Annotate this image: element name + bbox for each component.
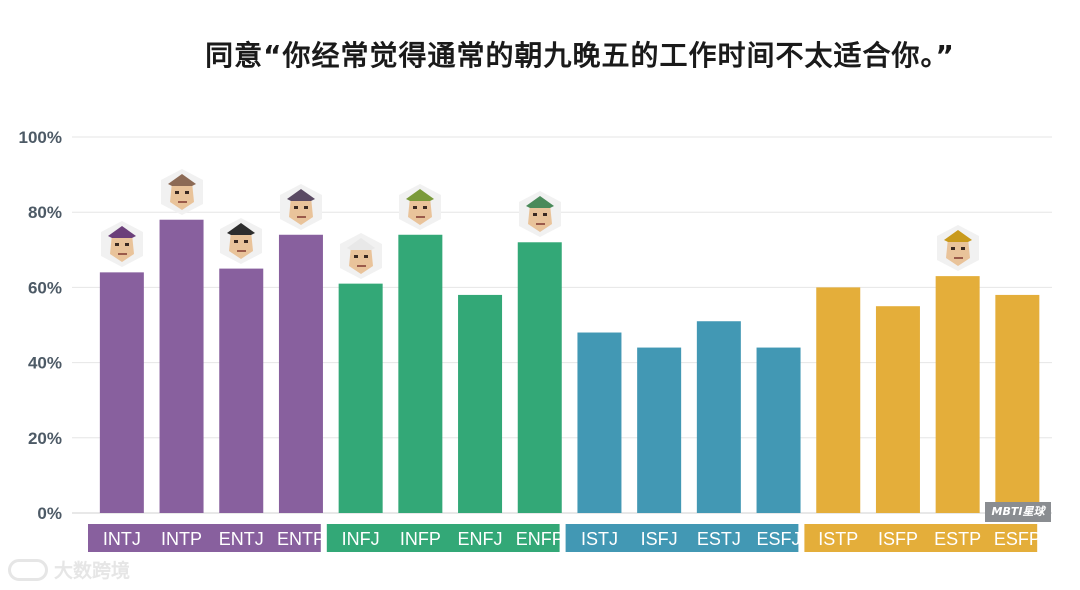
- bar-isfp: [875, 306, 920, 513]
- x-tick-label: ESFP: [994, 529, 1041, 549]
- y-tick-label: 0%: [37, 504, 62, 523]
- bar-esfp: [995, 294, 1040, 513]
- source-watermark: 大数跨境: [8, 556, 130, 583]
- bar-infp: [398, 234, 443, 513]
- category-band-analysts: [88, 524, 321, 552]
- x-tick-label: ISFJ: [641, 529, 678, 549]
- bar-isfj: [637, 347, 682, 513]
- avatar-intj: [98, 220, 146, 268]
- y-tick-label: 80%: [28, 203, 62, 222]
- bar-estj: [696, 321, 741, 513]
- bar-entj: [219, 268, 264, 513]
- x-tick-label: ENTJ: [219, 529, 264, 549]
- x-tick-label: ENFJ: [458, 529, 503, 549]
- bar-infj: [338, 283, 383, 513]
- bar-enfp: [517, 242, 562, 513]
- chart-title: 同意“你经常觉得通常的朝九晚五的工作时间不太适合你。”: [205, 39, 955, 72]
- x-tick-label: ISTP: [818, 529, 858, 549]
- y-tick-label: 60%: [28, 278, 62, 297]
- category-band-diplomats: [326, 524, 560, 552]
- x-tick-label: ESTJ: [697, 529, 741, 549]
- avatar-enfp: [516, 190, 564, 238]
- bar-istp: [816, 287, 861, 513]
- bar-enfj: [458, 294, 503, 513]
- avatar-entj: [217, 217, 265, 265]
- source-label: 大数跨境: [54, 560, 131, 582]
- avatar-infp: [396, 183, 444, 231]
- y-tick-label: 100%: [19, 128, 62, 147]
- bar-esfj: [756, 347, 801, 513]
- avatar-entp: [277, 183, 325, 231]
- avatar-estp: [934, 224, 982, 272]
- y-tick-label: 40%: [28, 354, 62, 373]
- bar-istj: [577, 332, 622, 513]
- x-tick-label: ESTP: [934, 529, 981, 549]
- source-logo-icon: [8, 558, 48, 581]
- bar-intj: [99, 272, 144, 513]
- bar-intp: [159, 219, 204, 513]
- x-tick-label: ENTP: [277, 529, 325, 549]
- x-tick-label: ISTJ: [581, 529, 618, 549]
- x-tick-label: ESFJ: [757, 529, 801, 549]
- watermark-badge: MBTI星球: [985, 502, 1051, 522]
- y-tick-label: 20%: [28, 429, 62, 448]
- x-tick-label: ISFP: [878, 529, 918, 549]
- avatar-intp: [158, 168, 206, 216]
- avatar-infj: [337, 232, 385, 280]
- x-tick-label: INTJ: [103, 529, 141, 549]
- x-tick-label: INTP: [161, 529, 202, 549]
- category-band-explorers: [804, 524, 1038, 552]
- bar-estp: [935, 276, 980, 513]
- x-tick-label: ENFP: [516, 529, 564, 549]
- x-tick-label: INFJ: [342, 529, 380, 549]
- category-band-sentinels: [565, 524, 799, 552]
- bar-entp: [278, 234, 323, 513]
- x-tick-label: INFP: [400, 529, 441, 549]
